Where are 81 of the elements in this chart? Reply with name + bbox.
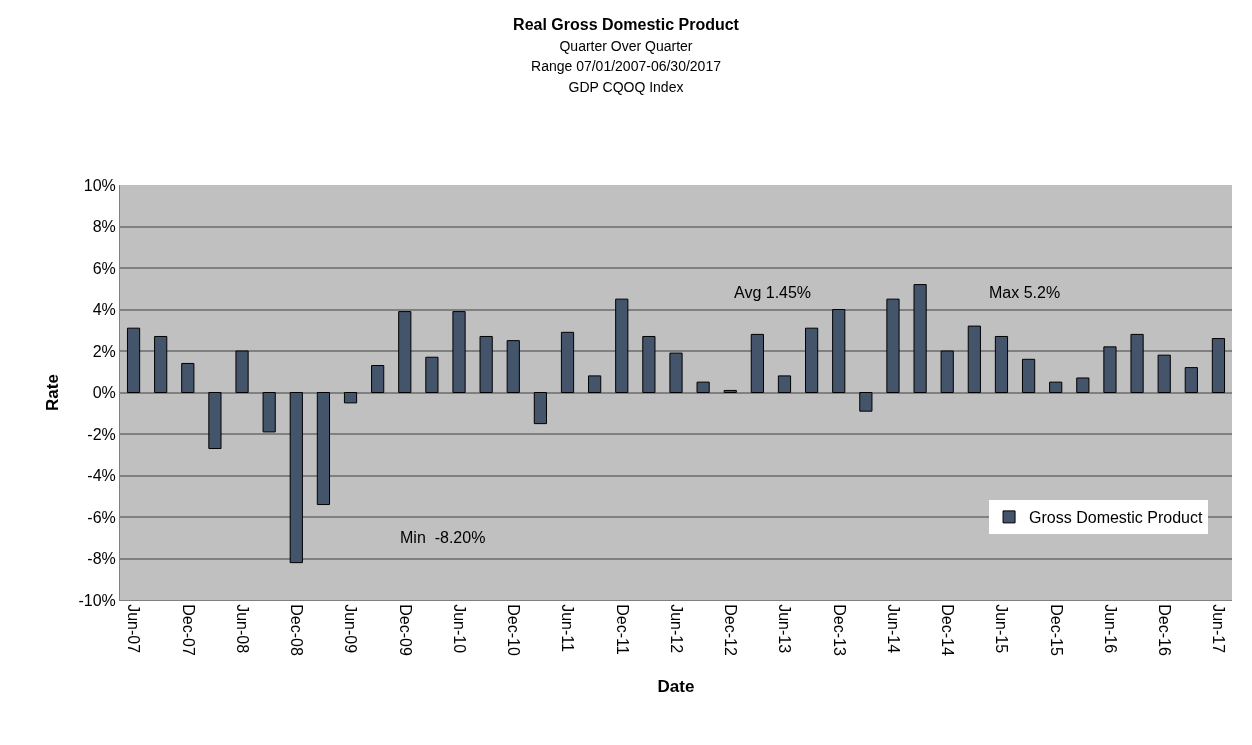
bar (262, 392, 276, 433)
bar (181, 362, 195, 393)
bar (615, 298, 629, 393)
annotation: Avg 1.45% (734, 284, 812, 301)
y-tick-label: 6% (92, 259, 116, 277)
chart-subtitle: Quarter Over Quarter Range 07/01/2007-06/30/2017 GDP CQOQ Index (531, 37, 722, 96)
bar (1049, 381, 1063, 393)
y-tick-label: 8% (92, 218, 116, 236)
y-tick-label: 2% (92, 342, 116, 360)
legend-label: Gross Domestic Product (1029, 509, 1203, 527)
bar (723, 389, 737, 393)
bar (452, 311, 466, 393)
y-tick-label: -6% (87, 508, 116, 526)
x-axis-title: Date (657, 677, 695, 697)
x-tick-label: Dec-15 (1047, 604, 1065, 656)
bar (805, 327, 819, 393)
x-tick-label: Dec-13 (830, 604, 848, 656)
bar (154, 335, 168, 393)
x-tick-label: Jun-17 (1210, 604, 1228, 654)
bar (479, 335, 493, 393)
y-tick-label: 10% (83, 176, 116, 194)
bar (777, 375, 792, 393)
y-tick-label: -10% (78, 591, 116, 609)
x-tick-label: Dec-07 (179, 604, 197, 656)
bar (1130, 333, 1144, 393)
bar (696, 381, 710, 393)
y-tick-label: -4% (87, 467, 116, 485)
y-tick-label: 0% (92, 384, 116, 402)
x-tick-label: Dec-08 (288, 604, 306, 656)
x-tick-label: Jun-13 (776, 604, 794, 654)
bar (398, 311, 412, 393)
x-tick-label: Jun-10 (450, 604, 468, 654)
bar (994, 335, 1009, 393)
bar (832, 309, 846, 393)
bar (1211, 338, 1226, 393)
y-tick-label: 4% (92, 301, 116, 319)
bar (425, 356, 439, 393)
bar (235, 350, 249, 393)
x-tick-label: Jun-08 (233, 604, 251, 654)
bar (669, 352, 683, 393)
x-tick-label: Jun-09 (342, 604, 360, 654)
annotation: Max 5.2% (989, 284, 1061, 301)
x-tick-label: Dec-12 (722, 604, 740, 656)
bar (1157, 354, 1171, 393)
y-tick-label: -2% (87, 425, 116, 443)
bar (126, 327, 141, 393)
x-tick-label: Jun-07 (125, 604, 143, 654)
x-tick-label: Jun-14 (884, 604, 902, 654)
x-tick-label: Dec-10 (505, 604, 523, 656)
y-tick-label: -8% (87, 550, 116, 568)
x-tick-label: Jun-16 (1101, 604, 1119, 654)
bar (343, 392, 358, 404)
bar (316, 392, 331, 506)
x-tick-label: Dec-11 (613, 604, 631, 655)
bar (1021, 358, 1036, 393)
bar (208, 392, 222, 450)
bar (750, 333, 764, 393)
bar (859, 392, 873, 412)
bar (886, 298, 900, 393)
bar (1103, 346, 1117, 393)
annotation: Min -8.20% (400, 529, 486, 546)
y-axis-title: Rate (42, 374, 62, 411)
bar (1076, 377, 1090, 393)
bar (642, 335, 656, 393)
bar (913, 284, 927, 393)
bar (506, 340, 520, 393)
bar (560, 331, 575, 393)
chart-title: Real Gross Domestic Product (513, 15, 740, 33)
bar (940, 350, 954, 393)
x-tick-label: Jun-12 (667, 604, 685, 654)
bar (1184, 367, 1198, 393)
bar (289, 392, 303, 564)
x-tick-label: Dec-16 (1156, 604, 1173, 656)
x-tick-label: Jun-11 (559, 604, 577, 653)
x-tick-label: Dec-09 (396, 604, 414, 656)
bar (967, 325, 981, 393)
bar (371, 365, 385, 393)
x-tick-label: Jun-15 (993, 604, 1011, 654)
x-tick-label: Dec-14 (939, 604, 957, 656)
bar (533, 392, 547, 425)
bar (588, 375, 602, 393)
